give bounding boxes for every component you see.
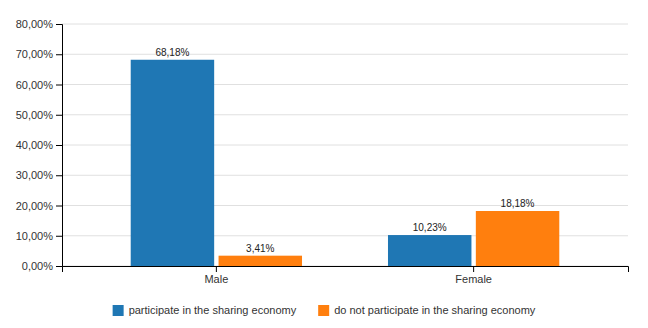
tick-label: 20,00% — [16, 200, 54, 212]
grid-line — [62, 54, 628, 55]
tick-label: Female — [455, 273, 492, 285]
legend-label: participate in the sharing economy — [129, 304, 297, 316]
tick-label: 60,00% — [16, 79, 54, 91]
tick: 60,00% — [16, 79, 62, 91]
tick: 40,00% — [16, 139, 62, 151]
tick-mark — [56, 115, 62, 116]
tick: 30,00% — [16, 169, 62, 181]
tick-mark — [216, 266, 217, 272]
tick: 20,00% — [16, 200, 62, 212]
data-label: 68,18% — [155, 47, 189, 58]
tick: 0,00% — [22, 260, 62, 272]
legend-item: participate in the sharing economy — [113, 304, 297, 316]
legend-label: do not participate in the sharing econom… — [334, 304, 536, 316]
data-label: 18,18% — [501, 198, 535, 209]
legend-swatch — [318, 305, 329, 316]
legend-swatch — [113, 305, 124, 316]
tick-label: 40,00% — [16, 139, 54, 151]
tick: Female — [455, 266, 492, 285]
tick: 10,00% — [16, 230, 62, 242]
data-labels: 68,18% 10,23% 3,41% 18,18% — [155, 47, 534, 254]
tick-mark — [56, 206, 62, 207]
bar — [476, 211, 559, 266]
tick-label: 70,00% — [16, 48, 54, 60]
tick-label: 10,00% — [16, 230, 54, 242]
tick: 70,00% — [16, 48, 62, 60]
y-axis: 0,00% 10,00% 20,00% 30,00% 40,00% 50,00% 60,00… — [16, 18, 63, 272]
chart: 68,18% 10,23% 3,41% 18,18% 0,00% 10,00% 20,00%… — [0, 0, 648, 328]
tick-mark — [56, 266, 62, 267]
axis-line — [63, 267, 629, 273]
tick-label: Male — [204, 273, 228, 285]
bar — [219, 256, 302, 266]
tick-mark — [56, 24, 62, 25]
tick-mark — [56, 175, 62, 176]
tick-label: 50,00% — [16, 109, 54, 121]
legend-item: do not participate in the sharing econom… — [318, 304, 536, 316]
legend: participate in the sharing economy do not… — [113, 304, 536, 316]
axis-line — [56, 25, 63, 267]
tick: 50,00% — [16, 109, 62, 121]
tick: 80,00% — [16, 18, 62, 30]
grid-line — [62, 24, 628, 25]
data-label: 3,41% — [246, 243, 274, 254]
tick-mark — [473, 266, 474, 272]
tick-mark — [56, 145, 62, 146]
data-label: 10,23% — [413, 222, 447, 233]
tick-label: 80,00% — [16, 18, 54, 30]
tick-mark — [56, 85, 62, 86]
grid — [62, 24, 628, 266]
tick-mark — [56, 236, 62, 237]
bar — [131, 60, 214, 266]
x-axis: Male Female — [63, 266, 629, 285]
tick: Male — [204, 266, 228, 285]
plot: 68,18% 10,23% 3,41% 18,18% 0,00% 10,00% 20,00%… — [16, 18, 629, 285]
tick-label: 30,00% — [16, 169, 54, 181]
tick-mark — [56, 54, 62, 55]
bar — [388, 235, 471, 266]
bars — [131, 60, 560, 266]
tick-label: 0,00% — [22, 260, 53, 272]
